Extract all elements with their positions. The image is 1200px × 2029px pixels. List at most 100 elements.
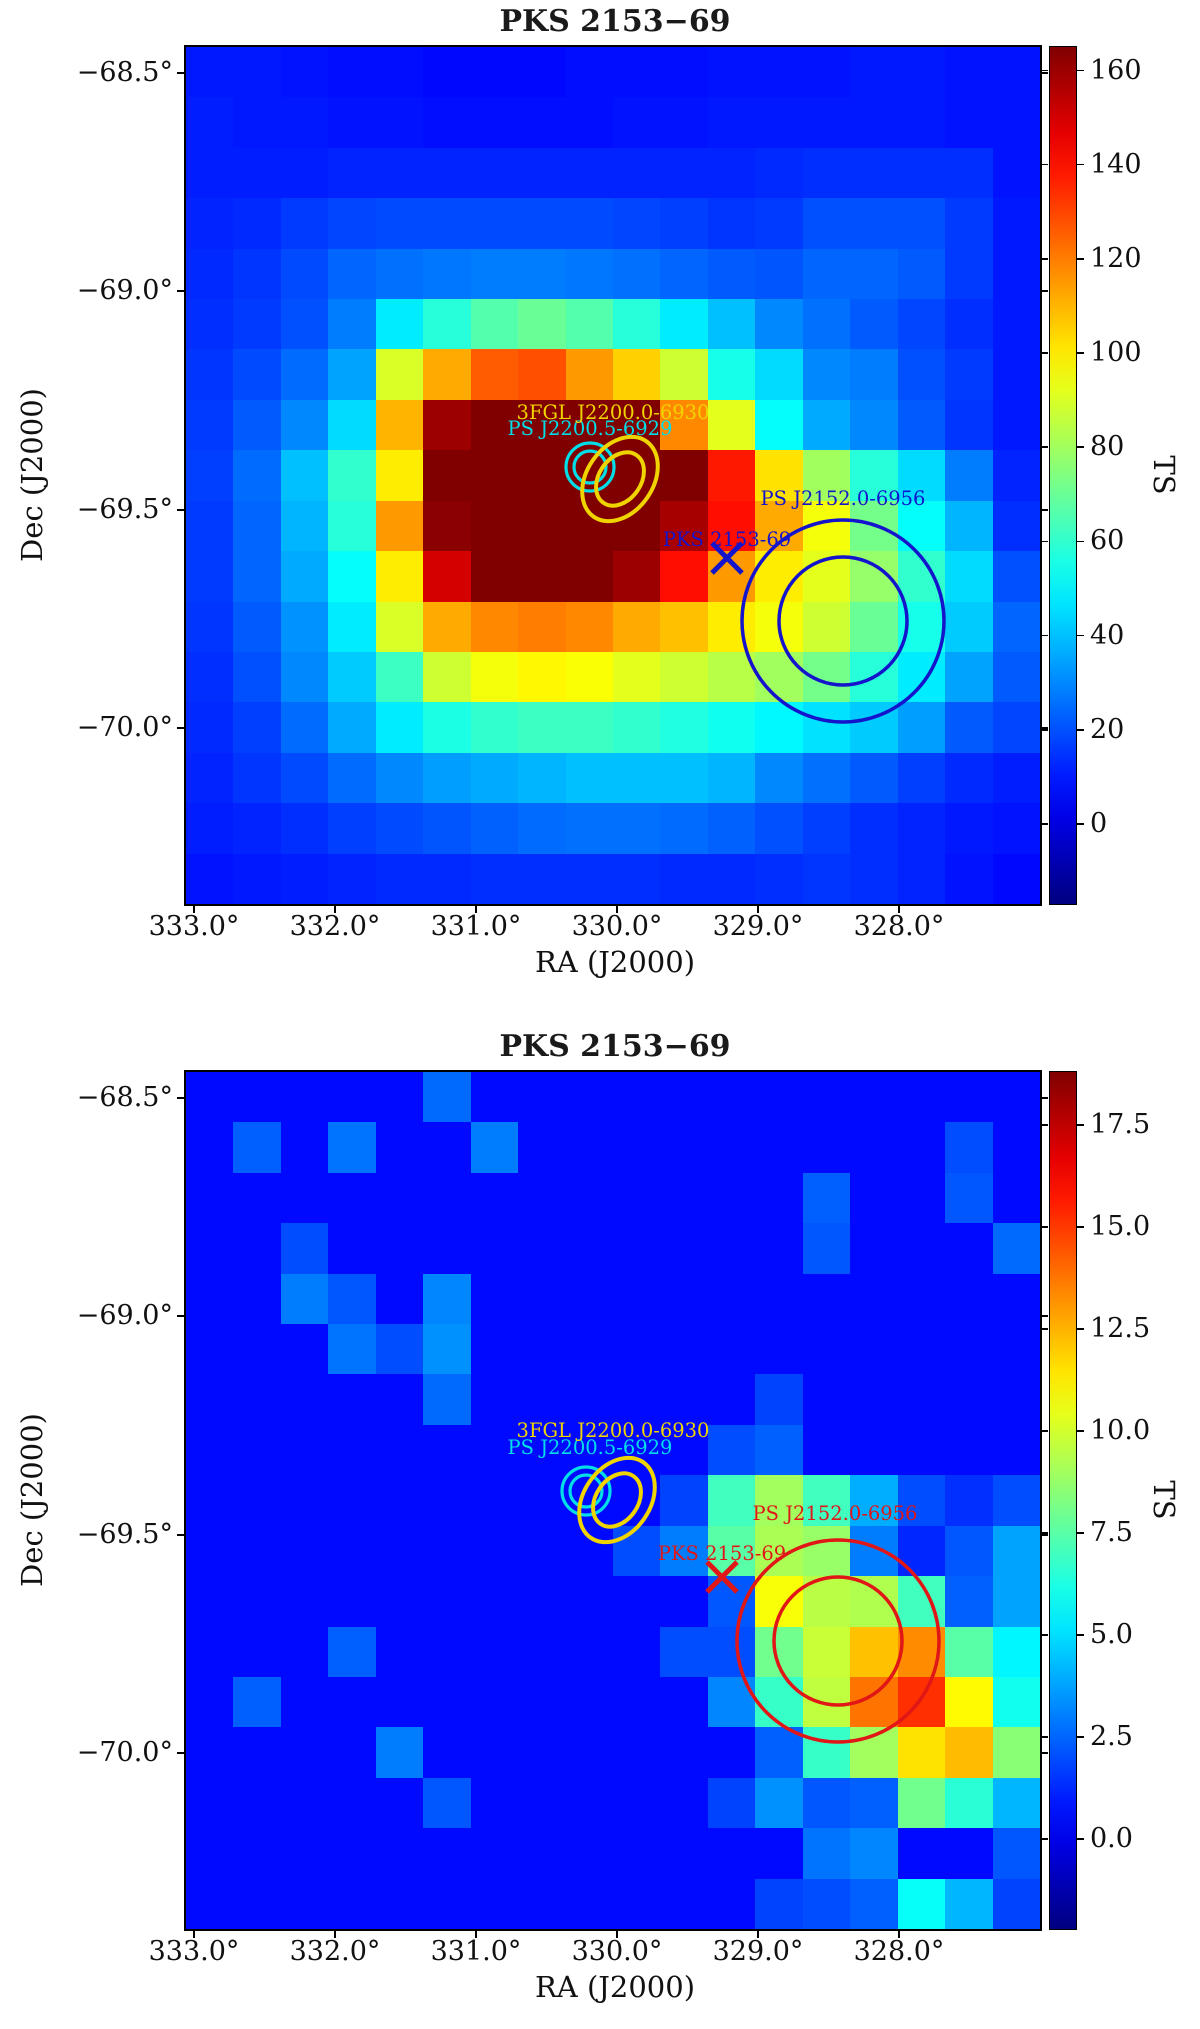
heatmap-cell — [186, 1828, 234, 1879]
colorbar-tick-mark — [1041, 69, 1048, 72]
heatmap-cell — [897, 47, 946, 98]
heatmap-cell — [470, 1828, 519, 1879]
heatmap-cell — [992, 702, 1040, 753]
heatmap-cell — [945, 702, 993, 753]
heatmap-cell — [660, 500, 708, 552]
heatmap-cell — [707, 1878, 756, 1929]
heatmap-cell — [945, 1374, 993, 1425]
heatmap-cell — [328, 1122, 376, 1173]
heatmap-cell — [565, 500, 613, 552]
heatmap-cell — [328, 198, 376, 249]
heatmap-cell — [233, 1828, 281, 1879]
heatmap-cell — [612, 651, 661, 703]
y-tick-label: −70.0° — [76, 712, 173, 743]
heatmap-cell — [945, 1777, 993, 1829]
heatmap-cell — [802, 450, 851, 501]
heatmap-cell — [186, 1576, 234, 1627]
heatmap-cell — [423, 1828, 471, 1879]
heatmap-cell — [707, 1072, 756, 1123]
panel-title: PKS 2153−69 — [499, 4, 731, 39]
heatmap-cell — [707, 1424, 756, 1476]
y-tick-label: −68.5° — [76, 57, 173, 88]
heatmap-cell — [755, 97, 803, 148]
heatmap-cell — [565, 752, 613, 804]
heatmap-cell — [707, 803, 756, 854]
heatmap-cell — [186, 1072, 234, 1123]
heatmap-cell — [565, 803, 613, 854]
heatmap-cell — [423, 1525, 471, 1577]
heatmap-cell — [850, 1777, 898, 1829]
heatmap-cell — [992, 299, 1040, 350]
heatmap-cell — [897, 248, 946, 300]
heatmap-cell — [660, 399, 708, 451]
heatmap-cell — [992, 399, 1040, 451]
heatmap-cell — [518, 803, 566, 854]
heatmap-cell — [660, 1777, 708, 1829]
heatmap-cell — [755, 299, 803, 350]
heatmap-cell — [186, 198, 234, 249]
heatmap-cell — [328, 349, 376, 400]
heatmap-cell — [755, 1878, 803, 1929]
heatmap-cell — [945, 1424, 993, 1476]
heatmap-cell — [470, 349, 519, 400]
heatmap-cell — [707, 450, 756, 501]
heatmap-cell — [233, 1324, 281, 1375]
PS J2200.5-6929-circle — [560, 1465, 612, 1517]
heatmap-cell — [612, 47, 661, 98]
y-tick-mark-right — [1042, 1097, 1048, 1099]
heatmap-cell — [612, 1374, 661, 1425]
heatmap-cell — [992, 47, 1040, 98]
heatmap-cell — [945, 500, 993, 552]
heatmap-cell — [992, 349, 1040, 400]
heatmap-cell — [470, 299, 519, 350]
heatmap-cell — [660, 1676, 708, 1728]
heatmap-cell — [233, 752, 281, 804]
heatmap-cell — [375, 803, 424, 854]
heatmap-grid — [186, 1072, 1040, 1929]
heatmap-cell — [375, 853, 424, 904]
heatmap-cell — [850, 47, 898, 98]
heatmap-cell — [802, 1122, 851, 1173]
x-tick-mark — [757, 906, 759, 913]
heatmap-cell — [755, 147, 803, 199]
heatmap-cell — [612, 702, 661, 753]
heatmap-cell — [945, 1072, 993, 1123]
heatmap-cell — [518, 1828, 566, 1879]
heatmap-cell — [233, 500, 281, 552]
heatmap-cell — [897, 450, 946, 501]
heatmap-cell — [565, 349, 613, 400]
colorbar-tick-mark — [1077, 446, 1084, 448]
heatmap-cell — [660, 1273, 708, 1325]
heatmap-cell — [992, 500, 1040, 552]
heatmap-cell — [565, 1273, 613, 1325]
heatmap-cell — [897, 1374, 946, 1425]
heatmap-cell — [423, 702, 471, 753]
heatmap-cell — [328, 1072, 376, 1123]
heatmap-cell — [945, 1223, 993, 1274]
colorbar-tick-mark — [1077, 69, 1084, 72]
heatmap-cell — [897, 1223, 946, 1274]
heatmap-cell — [233, 147, 281, 199]
heatmap-cell — [233, 853, 281, 904]
heatmap-cell — [802, 601, 851, 652]
heatmap-cell — [518, 1576, 566, 1627]
heatmap-cell — [897, 1424, 946, 1476]
heatmap-cell — [470, 1273, 519, 1325]
heatmap-cell — [802, 248, 851, 300]
heatmap-cell — [280, 248, 329, 300]
heatmap-cell — [707, 1172, 756, 1224]
heatmap-cell — [945, 551, 993, 602]
colorbar-tick-label: 0 — [1090, 807, 1108, 839]
heatmap-cell — [518, 1122, 566, 1173]
heatmap-cell — [850, 1223, 898, 1274]
heatmap-cell — [518, 349, 566, 400]
heatmap-cell — [375, 752, 424, 804]
y-tick-label: −69.5° — [76, 494, 173, 525]
heatmap-cell — [233, 1777, 281, 1829]
heatmap-cell — [186, 803, 234, 854]
heatmap-cell — [707, 702, 756, 753]
heatmap-cell — [518, 752, 566, 804]
PKS 2153-69-x-marker-icon — [705, 1560, 739, 1594]
y-tick-label: −69.0° — [76, 1300, 173, 1331]
colorbar-tick-mark — [1041, 823, 1048, 825]
